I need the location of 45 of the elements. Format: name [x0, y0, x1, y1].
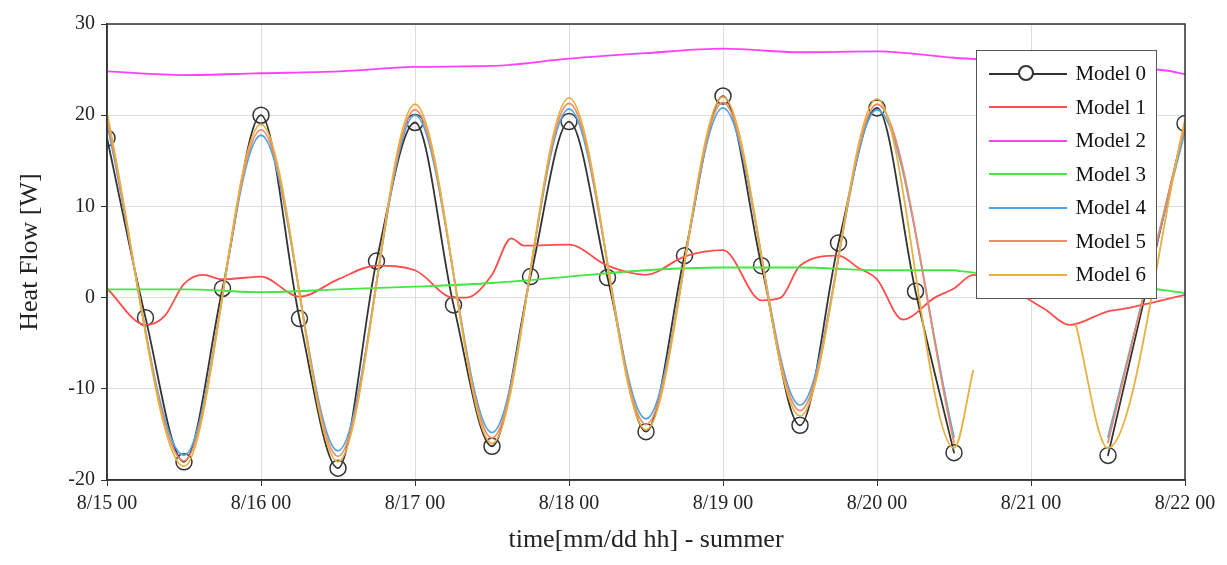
legend-label: Model 0	[1075, 61, 1146, 87]
point	[290, 309, 309, 328]
point	[791, 416, 809, 435]
y-tick-label: 30	[75, 11, 95, 34]
point	[560, 112, 578, 131]
x-axis-title: time[mm/dd hh] - summer	[508, 524, 784, 554]
point	[598, 268, 617, 287]
y-tick-label: -10	[68, 376, 95, 399]
y-tick-label: 20	[75, 102, 95, 125]
point	[175, 453, 193, 471]
point	[675, 246, 694, 265]
point	[406, 113, 424, 132]
point	[906, 282, 925, 300]
point	[329, 459, 347, 477]
x-tick-label: 8/20 00	[846, 491, 908, 514]
x-tick-label: 8/17 00	[384, 491, 446, 514]
point	[868, 99, 886, 117]
point	[213, 279, 232, 298]
point	[829, 234, 848, 252]
point	[483, 437, 501, 456]
legend-label: Model 5	[1075, 228, 1146, 254]
legend-label: Model 2	[1075, 128, 1146, 154]
y-tick-label: -20	[68, 467, 95, 490]
point	[252, 106, 270, 124]
point	[637, 422, 655, 441]
y-tick-label: 0	[85, 284, 95, 307]
legend-label: Model 6	[1075, 262, 1146, 288]
y-axis-title: Heat Flow [W]	[14, 173, 44, 331]
point	[521, 267, 540, 286]
legend-label: Model 1	[1075, 94, 1146, 120]
legend-label: Model 4	[1075, 195, 1146, 221]
point	[714, 87, 732, 105]
point	[136, 308, 155, 327]
point	[752, 256, 771, 275]
point	[444, 296, 463, 314]
x-tick-label: 8/19 00	[692, 491, 754, 514]
x-tick-label: 8/18 00	[538, 491, 600, 514]
x-tick-label: 8/15 00	[76, 491, 138, 514]
point	[367, 252, 386, 270]
legend-label: Model 3	[1075, 161, 1146, 187]
y-tick-label: 10	[75, 193, 95, 216]
x-tick-label: 8/16 00	[230, 491, 292, 514]
point	[945, 443, 963, 462]
x-tick-label: 8/22 00	[1154, 491, 1216, 514]
x-tick-label: 8/21 00	[1000, 491, 1062, 514]
